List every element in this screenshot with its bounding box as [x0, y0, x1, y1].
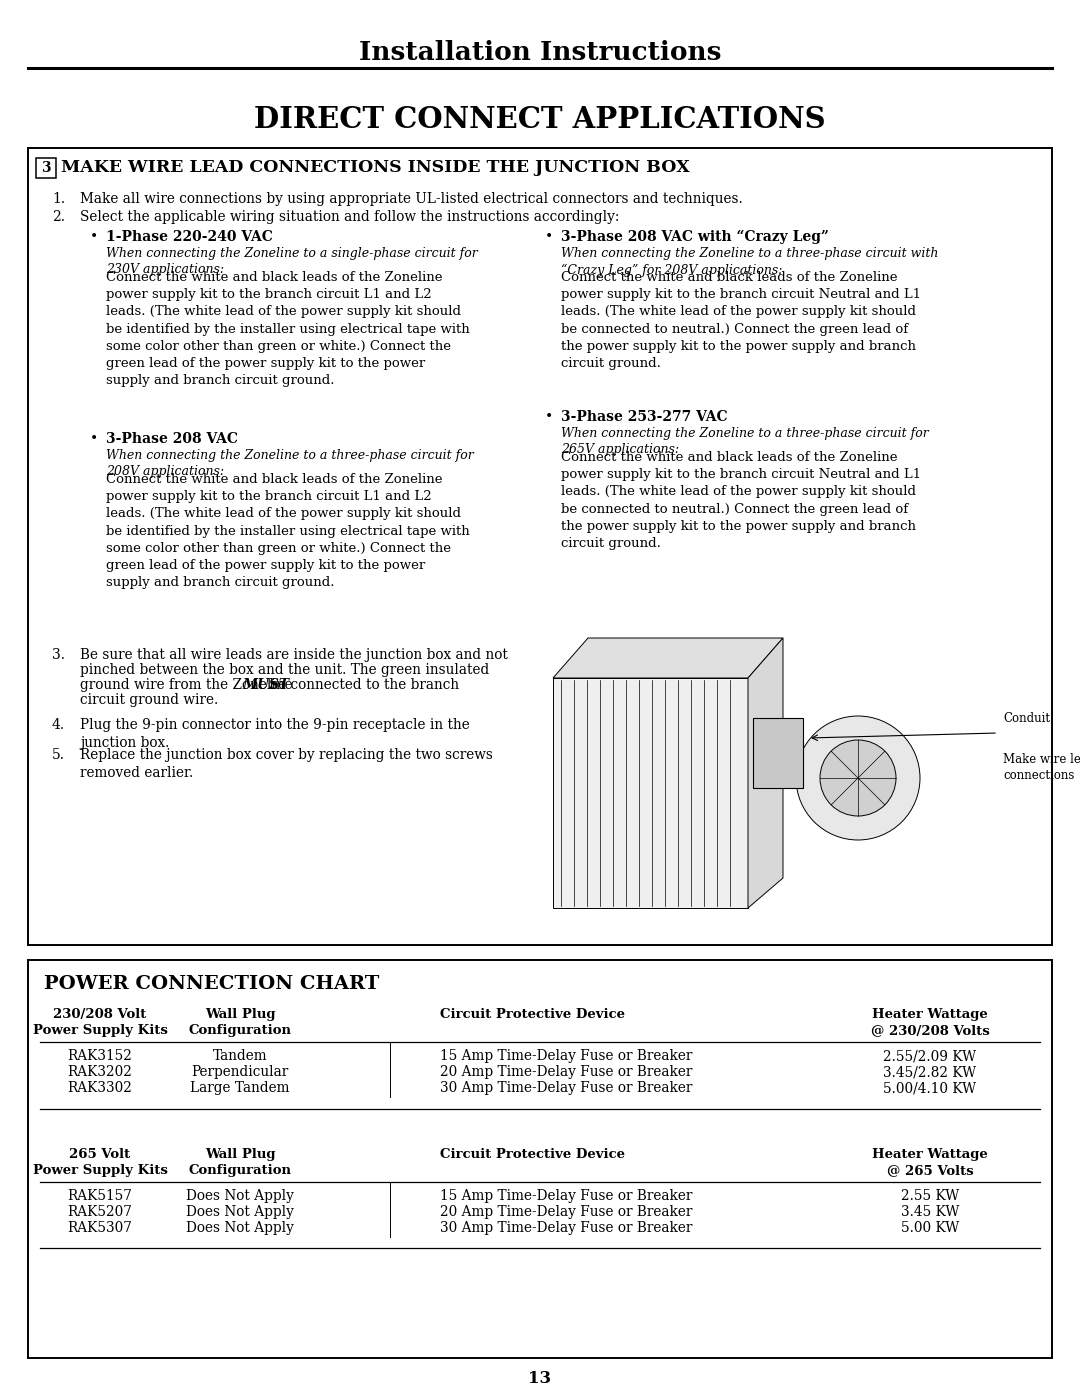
Text: When connecting the Zoneline to a single-phase circuit for
230V applications:: When connecting the Zoneline to a single…	[106, 247, 477, 277]
Text: Circuit Protective Device: Circuit Protective Device	[440, 1009, 625, 1021]
Text: Circuit Protective Device: Circuit Protective Device	[440, 1148, 625, 1161]
Text: POWER CONNECTION CHART: POWER CONNECTION CHART	[44, 975, 379, 993]
Text: Connect the white and black leads of the Zoneline
power supply kit to the branch: Connect the white and black leads of the…	[106, 474, 470, 590]
Text: Conduit: Conduit	[1003, 712, 1050, 725]
Text: Does Not Apply: Does Not Apply	[186, 1189, 294, 1203]
Text: Be sure that all wire leads are inside the junction box and not: Be sure that all wire leads are inside t…	[80, 648, 508, 662]
Text: 20 Amp Time-Delay Fuse or Breaker: 20 Amp Time-Delay Fuse or Breaker	[440, 1065, 692, 1078]
Text: Large Tandem: Large Tandem	[190, 1081, 289, 1095]
Text: RAK5207: RAK5207	[68, 1206, 133, 1220]
Text: Tandem: Tandem	[213, 1049, 268, 1063]
Text: Connect the white and black leads of the Zoneline
power supply kit to the branch: Connect the white and black leads of the…	[561, 451, 921, 550]
Text: Perpendicular: Perpendicular	[191, 1065, 288, 1078]
Text: 2.55 KW: 2.55 KW	[901, 1189, 959, 1203]
Text: 30 Amp Time-Delay Fuse or Breaker: 30 Amp Time-Delay Fuse or Breaker	[440, 1081, 692, 1095]
Circle shape	[796, 717, 920, 840]
Text: •: •	[90, 432, 98, 446]
Bar	[28, 960, 1052, 1358]
Text: MAKE WIRE LEAD CONNECTIONS INSIDE THE JUNCTION BOX: MAKE WIRE LEAD CONNECTIONS INSIDE THE JU…	[60, 159, 690, 176]
Text: Does Not Apply: Does Not Apply	[186, 1221, 294, 1235]
Text: 3-Phase 253-277 VAC: 3-Phase 253-277 VAC	[561, 409, 728, 425]
Text: 265 Volt
Power Supply Kits: 265 Volt Power Supply Kits	[32, 1148, 167, 1178]
Text: 1.: 1.	[52, 191, 65, 205]
Text: 3-Phase 208 VAC: 3-Phase 208 VAC	[106, 432, 238, 446]
Polygon shape	[748, 638, 783, 908]
Text: DIRECT CONNECT APPLICATIONS: DIRECT CONNECT APPLICATIONS	[254, 105, 826, 134]
Text: MUST: MUST	[243, 678, 289, 692]
Text: •: •	[90, 231, 98, 244]
Text: pinched between the box and the unit. The green insulated: pinched between the box and the unit. Th…	[80, 664, 489, 678]
Text: 1-Phase 220-240 VAC: 1-Phase 220-240 VAC	[106, 231, 273, 244]
Polygon shape	[553, 638, 783, 678]
Text: RAK3302: RAK3302	[68, 1081, 133, 1095]
Text: When connecting the Zoneline to a three-phase circuit for
208V applications:: When connecting the Zoneline to a three-…	[106, 448, 474, 479]
Text: RAK5157: RAK5157	[68, 1189, 133, 1203]
Text: 2.55/2.09 KW: 2.55/2.09 KW	[883, 1049, 976, 1063]
Text: Plug the 9-pin connector into the 9-pin receptacle in the
junction box.: Plug the 9-pin connector into the 9-pin …	[80, 718, 470, 750]
Text: ground wire from the Zoneline: ground wire from the Zoneline	[80, 678, 297, 692]
Text: circuit ground wire.: circuit ground wire.	[80, 693, 218, 707]
Text: •: •	[545, 231, 553, 244]
Text: When connecting the Zoneline to a three-phase circuit with
“Crazy Leg” for 208V : When connecting the Zoneline to a three-…	[561, 247, 939, 277]
Text: Wall Plug
Configuration: Wall Plug Configuration	[189, 1148, 292, 1178]
Text: RAK3202: RAK3202	[68, 1065, 133, 1078]
Text: Make all wire connections by using appropriate UL-listed electrical connectors a: Make all wire connections by using appro…	[80, 191, 743, 205]
Bar	[36, 158, 56, 177]
Text: 3.45 KW: 3.45 KW	[901, 1206, 959, 1220]
Text: Wall Plug
Configuration: Wall Plug Configuration	[189, 1009, 292, 1037]
Text: 30 Amp Time-Delay Fuse or Breaker: 30 Amp Time-Delay Fuse or Breaker	[440, 1221, 692, 1235]
Text: 13: 13	[528, 1370, 552, 1387]
Text: Select the applicable wiring situation and follow the instructions accordingly:: Select the applicable wiring situation a…	[80, 210, 619, 224]
Text: 5.: 5.	[52, 747, 65, 761]
Text: 5.00/4.10 KW: 5.00/4.10 KW	[883, 1081, 976, 1095]
Text: When connecting the Zoneline to a three-phase circuit for
265V applications:: When connecting the Zoneline to a three-…	[561, 427, 929, 457]
Text: be connected to the branch: be connected to the branch	[266, 678, 459, 692]
Text: •: •	[545, 409, 553, 425]
Text: 15 Amp Time-Delay Fuse or Breaker: 15 Amp Time-Delay Fuse or Breaker	[440, 1189, 692, 1203]
Text: 15 Amp Time-Delay Fuse or Breaker: 15 Amp Time-Delay Fuse or Breaker	[440, 1049, 692, 1063]
Text: RAK3152: RAK3152	[68, 1049, 133, 1063]
Text: Connect the white and black leads of the Zoneline
power supply kit to the branch: Connect the white and black leads of the…	[106, 271, 470, 387]
Text: Installation Instructions: Installation Instructions	[359, 41, 721, 66]
Text: Make wire lead
connections: Make wire lead connections	[1003, 753, 1080, 782]
Text: 230/208 Volt
Power Supply Kits: 230/208 Volt Power Supply Kits	[32, 1009, 167, 1037]
Text: Connect the white and black leads of the Zoneline
power supply kit to the branch: Connect the white and black leads of the…	[561, 271, 921, 370]
Text: Replace the junction box cover by replacing the two screws
removed earlier.: Replace the junction box cover by replac…	[80, 747, 492, 781]
Circle shape	[820, 740, 896, 816]
Bar	[753, 718, 804, 788]
Text: 2.: 2.	[52, 210, 65, 224]
Text: 4.: 4.	[52, 718, 65, 732]
Text: 3.45/2.82 KW: 3.45/2.82 KW	[883, 1065, 976, 1078]
Text: Heater Wattage
@ 265 Volts: Heater Wattage @ 265 Volts	[873, 1148, 988, 1178]
Text: 3.: 3.	[52, 648, 65, 662]
Text: 5.00 KW: 5.00 KW	[901, 1221, 959, 1235]
Text: 3: 3	[41, 161, 51, 175]
Text: Heater Wattage
@ 230/208 Volts: Heater Wattage @ 230/208 Volts	[870, 1009, 989, 1037]
Text: Does Not Apply: Does Not Apply	[186, 1206, 294, 1220]
Bar	[28, 148, 1052, 944]
Text: RAK5307: RAK5307	[68, 1221, 133, 1235]
Bar	[553, 678, 748, 908]
Text: 3-Phase 208 VAC with “Crazy Leg”: 3-Phase 208 VAC with “Crazy Leg”	[561, 231, 828, 244]
Text: 20 Amp Time-Delay Fuse or Breaker: 20 Amp Time-Delay Fuse or Breaker	[440, 1206, 692, 1220]
